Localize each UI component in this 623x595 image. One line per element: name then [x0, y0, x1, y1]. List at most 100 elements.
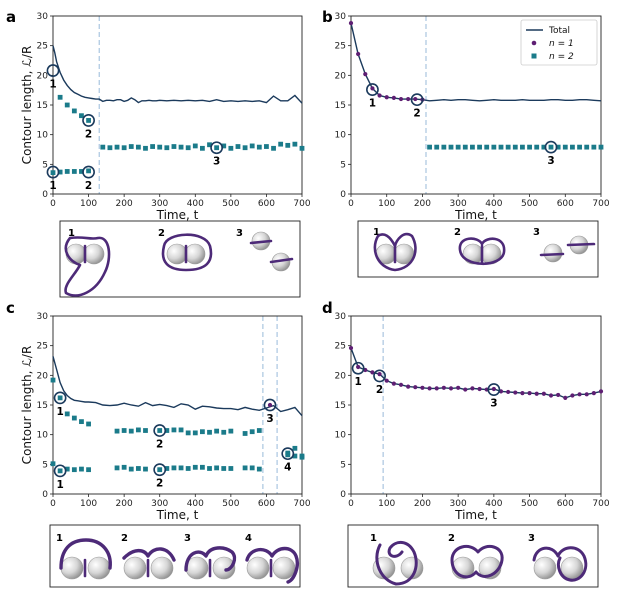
n1-point: [448, 386, 454, 391]
inset-label: 3: [533, 227, 540, 238]
x-tick-label: 100: [378, 499, 395, 509]
n2-point: [157, 144, 163, 150]
n2-point: [285, 142, 291, 148]
y-tick-label: 0: [340, 490, 346, 500]
n2-point: [178, 144, 184, 150]
y-tick-label: 0: [340, 190, 346, 200]
y-tick-label: 10: [335, 431, 347, 441]
y-tick-label: 20: [335, 71, 347, 81]
n1-point: [577, 392, 582, 397]
n2-point: [214, 465, 220, 471]
n2-point: [249, 465, 255, 471]
plot-frame: [350, 315, 602, 495]
inset-label: 1: [68, 228, 75, 239]
n2-point: [79, 169, 84, 174]
highlight-ring: [210, 141, 224, 155]
x-tick-label: 0: [50, 199, 56, 209]
n2-point: [86, 467, 91, 473]
filament: [532, 546, 588, 582]
y-tick-label: 0: [42, 190, 48, 200]
legend-n2-swatch: [531, 53, 537, 59]
inset-label: 4: [245, 533, 252, 544]
n2-point: [591, 144, 597, 150]
inset-label: 1: [370, 533, 377, 544]
n2-point: [527, 144, 532, 150]
n2-point: [256, 144, 262, 150]
n1-point: [556, 392, 561, 398]
n2-point: [427, 144, 432, 150]
filament: [458, 237, 506, 265]
highlight-ring: [544, 140, 558, 154]
n1-point: [598, 389, 604, 394]
y-tick-label: 20: [37, 71, 49, 81]
x-tick-label: 100: [378, 199, 395, 209]
n2-point: [64, 169, 70, 174]
filament: [245, 546, 299, 584]
y-tick-label: 15: [335, 101, 346, 111]
highlight-label: 2: [85, 180, 92, 192]
highlight-label: 1: [49, 180, 56, 192]
n2-point: [64, 102, 70, 108]
n2-point: [207, 142, 212, 148]
n2-point: [505, 144, 511, 150]
y-tick-label: 30: [335, 12, 347, 22]
n2-point: [200, 145, 205, 151]
highlight-ring: [46, 64, 60, 77]
n2-point: [50, 461, 56, 467]
filament: [249, 239, 273, 245]
n1-point: [391, 381, 396, 386]
filament: [161, 233, 213, 272]
highlight-ring: [82, 114, 95, 127]
n1-point: [413, 385, 418, 390]
x-tick-label: 300: [450, 199, 467, 209]
n2-point: [128, 144, 134, 149]
n2-point: [214, 145, 220, 151]
n2-point: [242, 465, 248, 471]
inset-label: 3: [184, 533, 191, 544]
n1-point: [384, 378, 389, 383]
n1-point: [413, 96, 418, 102]
y-axis-label: Contour length, ℒ/R: [20, 346, 34, 465]
sphere: [65, 243, 87, 265]
n2-point: [498, 144, 504, 150]
inset-label: 1: [373, 227, 380, 238]
n2-point: [470, 144, 475, 150]
n1-point: [477, 386, 482, 392]
n2-point: [185, 145, 191, 151]
x-tick-label: 500: [222, 199, 239, 209]
n2-point: [577, 144, 582, 150]
n1-point: [470, 386, 475, 391]
n2-point: [71, 169, 77, 174]
highlight-label: 3: [266, 413, 273, 425]
n1-point: [563, 395, 568, 400]
inset-a: 1 2 3: [59, 220, 301, 298]
x-axis-label: Time, t: [454, 508, 497, 522]
n2-point: [555, 144, 561, 150]
y-tick-label: 30: [335, 312, 347, 322]
n1-point: [427, 386, 432, 391]
inset-label: 1: [56, 533, 63, 544]
n2-point: [271, 145, 276, 151]
filament: [539, 252, 565, 257]
x-tick-label: 500: [222, 499, 239, 509]
legend-n1-label: n = 1: [549, 39, 574, 49]
n2-point: [185, 466, 191, 471]
n1-point: [406, 384, 411, 389]
n2-point: [200, 464, 205, 470]
x-tick-label: 500: [521, 199, 538, 209]
n1-point: [463, 387, 468, 392]
n2-point: [264, 144, 269, 149]
x-tick-label: 100: [80, 199, 97, 209]
n2-point: [57, 468, 63, 474]
n2-point: [128, 428, 134, 434]
sphere: [272, 556, 296, 580]
n1-point: [398, 382, 404, 387]
x-tick-label: 0: [50, 499, 56, 509]
y-tick-label: 25: [335, 42, 346, 52]
n2-point: [185, 430, 191, 436]
n2-point: [249, 143, 255, 149]
sphere: [246, 556, 270, 580]
y-tick-label: 5: [42, 160, 48, 170]
n2-point: [57, 94, 63, 100]
